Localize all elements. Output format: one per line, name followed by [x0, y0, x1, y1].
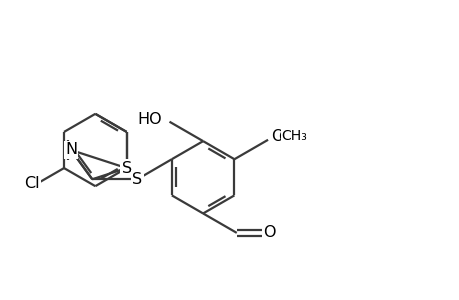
Text: Cl: Cl [24, 176, 39, 191]
Text: S: S [132, 172, 142, 187]
Text: CH₃: CH₃ [280, 129, 307, 143]
Text: O: O [271, 128, 283, 143]
Text: O: O [263, 225, 275, 240]
Text: O: O [278, 130, 290, 145]
Text: S: S [121, 160, 131, 175]
Text: N: N [65, 142, 77, 158]
Text: HO: HO [137, 112, 162, 127]
